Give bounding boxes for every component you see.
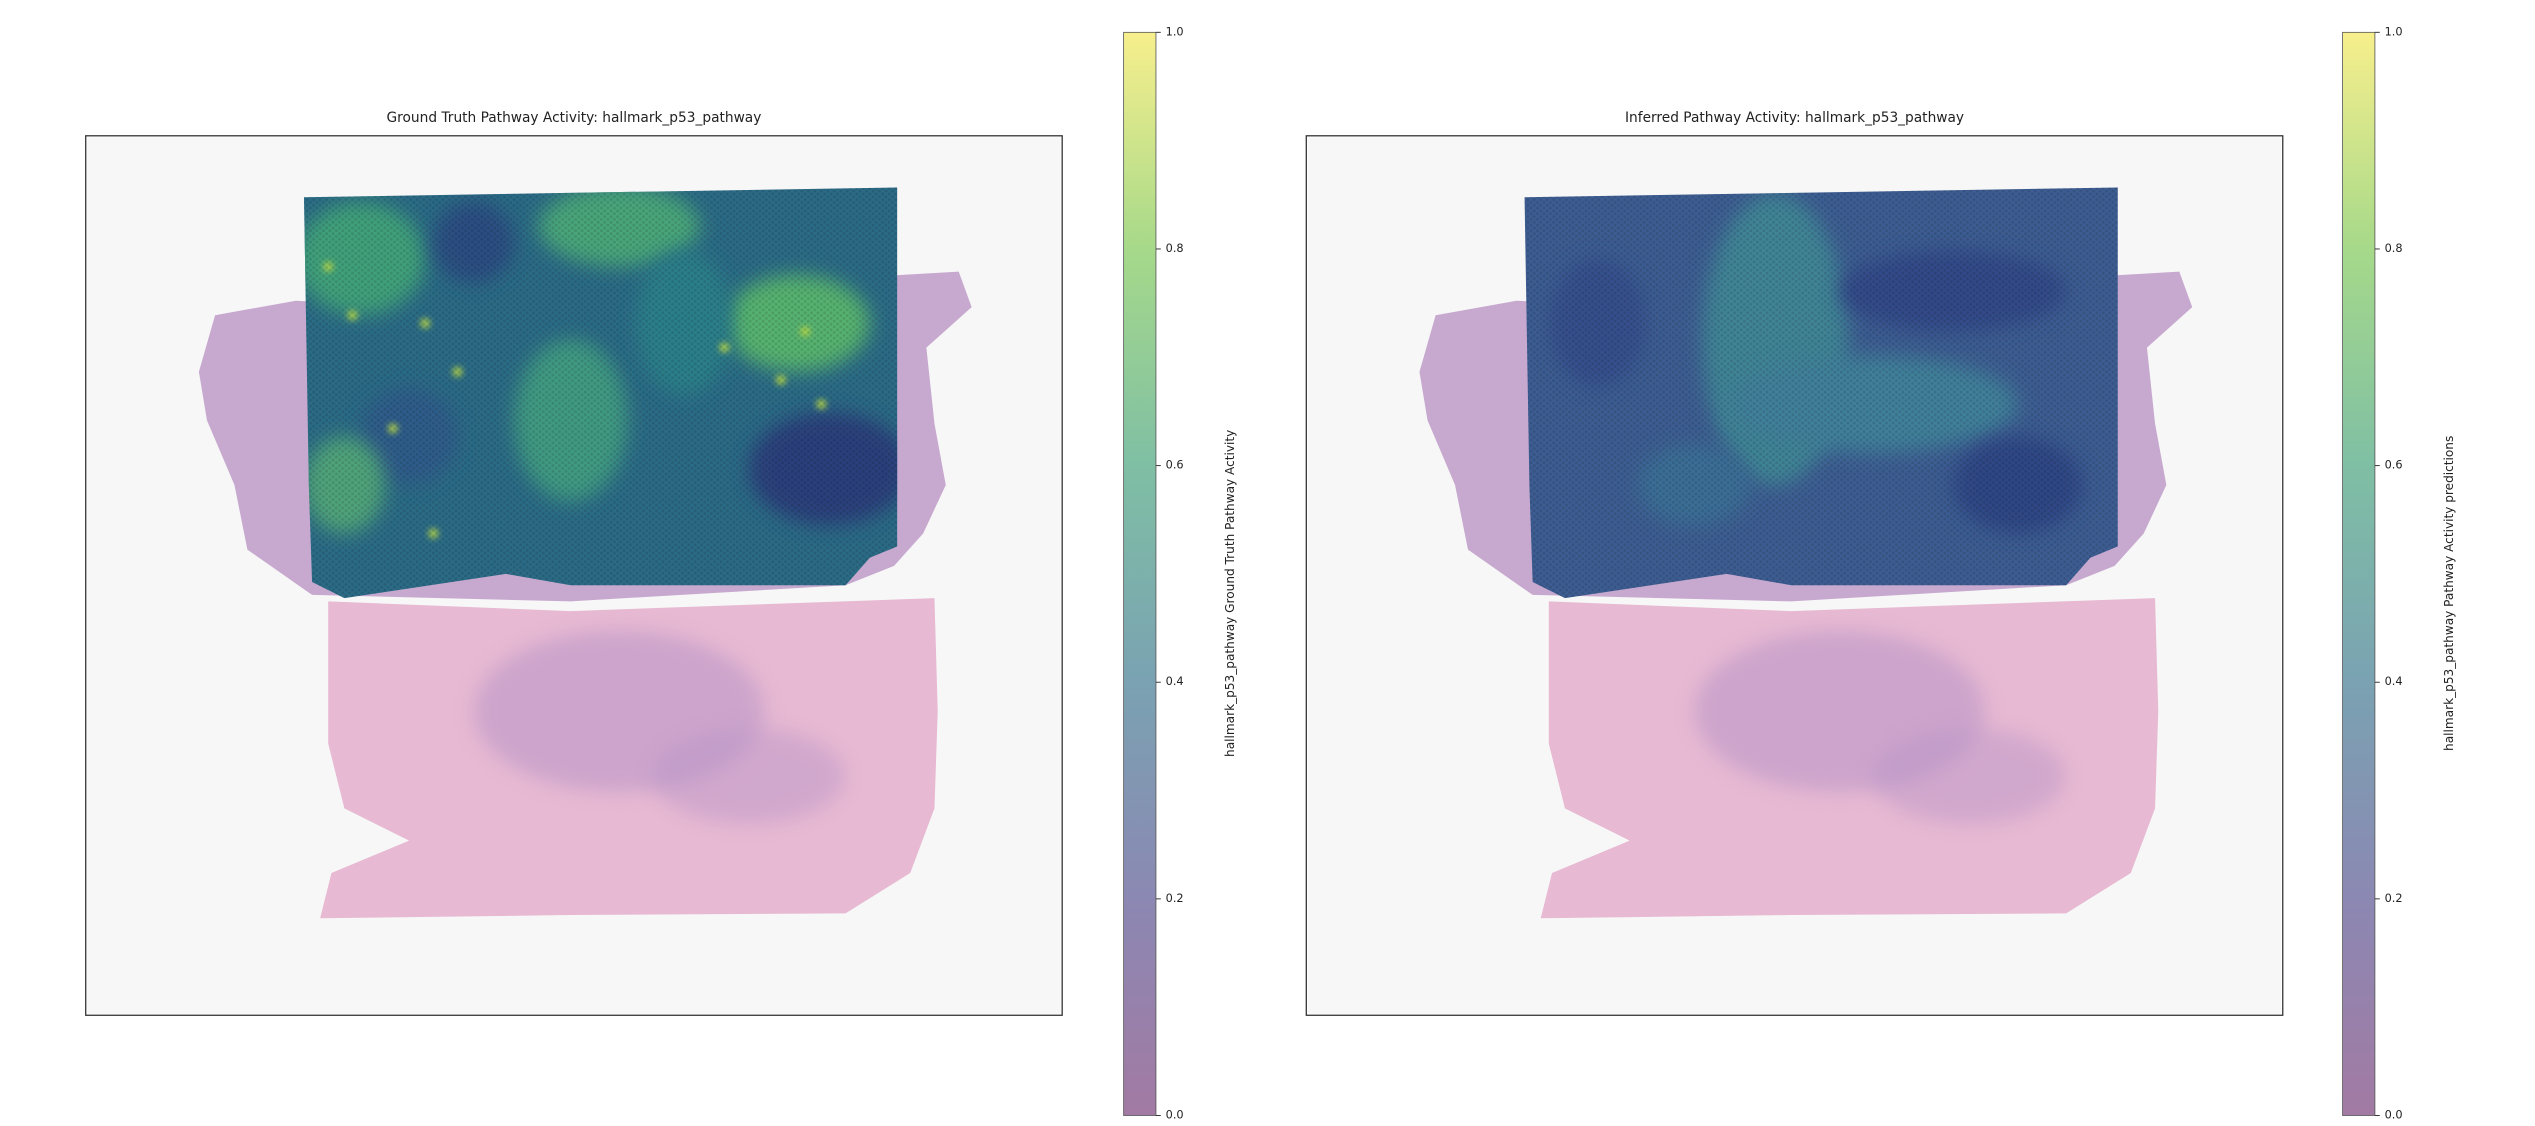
colorbar bbox=[1123, 31, 1157, 1116]
tissue-image bbox=[1307, 137, 2282, 1014]
heatmap bbox=[1524, 187, 2118, 599]
colorbar-tick-label: 1.0 bbox=[1166, 25, 1184, 38]
tissue-dense bbox=[1872, 727, 2067, 825]
colorbar-tick-label: 0.8 bbox=[1166, 242, 1184, 255]
chart-title: Inferred Pathway Activity: hallmark_p53_… bbox=[1625, 110, 1964, 126]
colorbar-label: hallmark_p53_pathway Ground Truth Pathwa… bbox=[1223, 430, 1237, 757]
colorbar-tick-label: 0.2 bbox=[1166, 892, 1184, 905]
heatmap bbox=[303, 187, 898, 599]
panel: Inferred Pathway Activity: hallmark_p53_… bbox=[1305, 25, 2456, 1121]
colorbar-tick-label: 0.4 bbox=[1166, 675, 1184, 688]
spot-grid bbox=[1524, 187, 2118, 599]
axes-frame bbox=[1305, 135, 2284, 1016]
colorbar-tick-label: 0.0 bbox=[2385, 1108, 2403, 1121]
chart-title: Ground Truth Pathway Activity: hallmark_… bbox=[387, 110, 762, 126]
tissue-image bbox=[87, 137, 1061, 1014]
colorbar-tick-label: 0.6 bbox=[2385, 459, 2403, 472]
colorbar-tick-label: 0.8 bbox=[2385, 242, 2403, 255]
colorbar-tick-label: 0.2 bbox=[2385, 892, 2403, 905]
colorbar-tick-label: 1.0 bbox=[2385, 25, 2403, 38]
spot-grid bbox=[303, 187, 898, 599]
tissue-dense bbox=[651, 727, 846, 825]
colorbar-tick-label: 0.6 bbox=[1166, 459, 1184, 472]
colorbar-tick-label: 0.0 bbox=[1166, 1108, 1184, 1121]
panel: Ground Truth Pathway Activity: hallmark_… bbox=[85, 25, 1237, 1121]
colorbar-tick-label: 0.4 bbox=[2385, 675, 2403, 688]
axes-frame bbox=[85, 135, 1063, 1016]
colorbar-label: hallmark_p53_pathway Pathway Activity pr… bbox=[2442, 436, 2456, 751]
colorbar bbox=[2342, 31, 2376, 1116]
